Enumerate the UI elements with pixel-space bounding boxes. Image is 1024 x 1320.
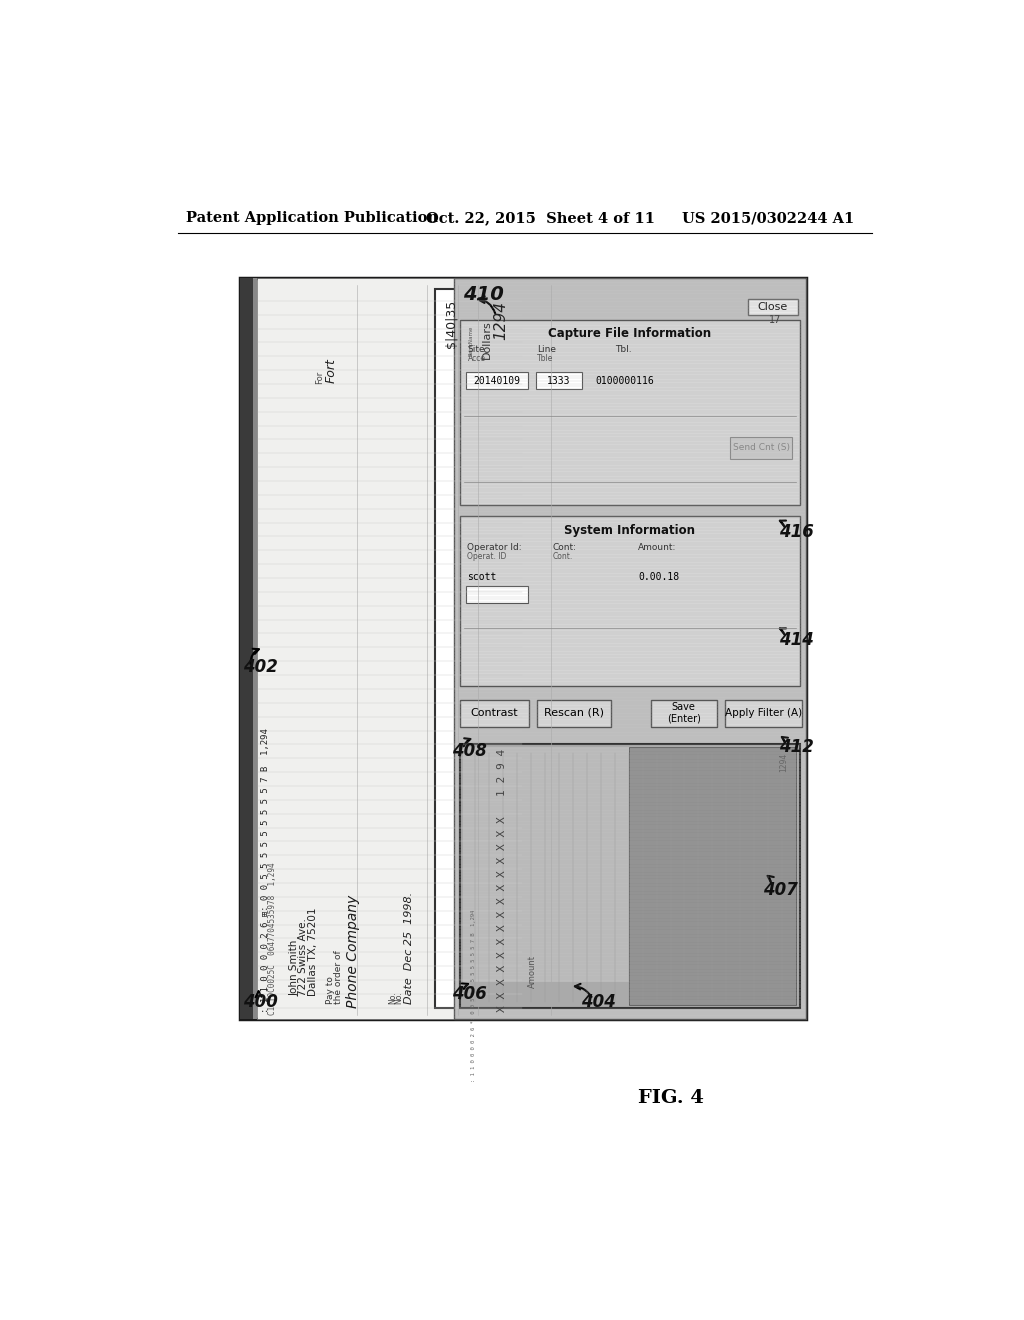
Text: Rescan (R): Rescan (R) (544, 708, 603, 718)
FancyArrowPatch shape (574, 983, 592, 997)
Text: Capture File Information: Capture File Information (548, 327, 711, 341)
Bar (241, 277, 253, 1019)
Text: 404: 404 (582, 993, 616, 1011)
Bar (730, 437, 793, 459)
Text: 17: 17 (769, 315, 781, 325)
Text: For: For (314, 371, 324, 384)
Text: Send Cnt (S): Send Cnt (S) (733, 444, 790, 453)
Bar (725, 700, 802, 726)
Text: No.: No. (388, 991, 397, 1003)
Text: 722 Swiss Ave.: 722 Swiss Ave. (299, 919, 308, 997)
Bar (466, 372, 528, 389)
Bar (463, 747, 797, 1005)
FancyArrowPatch shape (780, 520, 786, 527)
Text: C1 T0C0025C  0647704535978  1,294: C1 T0C0025C 0647704535978 1,294 (268, 863, 278, 1015)
Text: Tbl.: Tbl. (614, 345, 632, 354)
Bar (460, 743, 800, 1007)
Bar (460, 516, 800, 686)
Bar (630, 747, 796, 1005)
Text: 0.00.18: 0.00.18 (638, 572, 679, 582)
Text: 414: 414 (779, 631, 814, 648)
Bar (651, 700, 717, 726)
Bar (536, 372, 583, 389)
Text: Save
(Enter): Save (Enter) (667, 702, 700, 723)
FancyArrowPatch shape (462, 983, 468, 989)
Text: Operator Id:: Operator Id: (467, 543, 522, 552)
Text: 416: 416 (779, 523, 814, 541)
Text: 406: 406 (452, 985, 486, 1003)
Text: Cont:: Cont: (553, 543, 577, 552)
Text: Pay to: Pay to (327, 975, 336, 1003)
FancyArrowPatch shape (478, 296, 496, 314)
Text: Dallas TX, 75201: Dallas TX, 75201 (308, 908, 317, 997)
Text: 402: 402 (243, 657, 278, 676)
FancyArrowPatch shape (768, 876, 774, 883)
Text: Patent Application Publication: Patent Application Publication (186, 211, 438, 226)
Text: Tble: Tble (538, 354, 554, 363)
Text: BankName: BankName (469, 326, 474, 356)
Text: Dollars: Dollars (481, 319, 492, 359)
Text: US 2015/0302244 A1: US 2015/0302244 A1 (682, 211, 854, 226)
Text: Acce: Acce (467, 354, 485, 363)
Text: Apply Filter (A): Apply Filter (A) (725, 708, 802, 718)
Text: 20140109: 20140109 (473, 376, 520, 385)
Bar (257, 277, 523, 1019)
FancyArrowPatch shape (464, 738, 470, 746)
FancyArrowPatch shape (782, 737, 788, 742)
Text: 412: 412 (779, 738, 814, 756)
Text: : 1 1 0 0 0 0 2 6 *: 0 0 5 5 5 5 5 5 5 5 5 7 B  1,294: : 1 1 0 0 0 0 2 6 *: 0 0 5 5 5 5 5 5 5 5… (471, 909, 476, 1082)
Text: 410: 410 (463, 285, 504, 304)
Bar (748, 300, 799, 314)
Text: 407: 407 (764, 880, 799, 899)
Text: Operat. ID: Operat. ID (467, 552, 507, 561)
Text: Oct. 22, 2015  Sheet 4 of 11: Oct. 22, 2015 Sheet 4 of 11 (426, 211, 655, 226)
Text: scott: scott (467, 572, 497, 582)
Text: 400: 400 (243, 993, 278, 1011)
Text: Amount: Amount (528, 956, 537, 989)
Text: Line: Line (538, 345, 556, 354)
Text: John Smith: John Smith (289, 940, 299, 997)
Text: Close: Close (758, 302, 787, 312)
Text: $|40|35: $|40|35 (444, 300, 457, 348)
Text: 1294: 1294 (493, 301, 508, 339)
Text: Site: Site (467, 345, 485, 354)
FancyArrowPatch shape (251, 648, 259, 664)
Bar (538, 700, 611, 726)
Text: 1294: 1294 (779, 754, 788, 772)
Bar (454, 277, 806, 1019)
Text: Phone Company: Phone Company (346, 895, 359, 1007)
Bar (253, 277, 257, 1019)
Bar (466, 586, 528, 603)
Text: Fort: Fort (325, 358, 338, 383)
Text: Cont.: Cont. (553, 552, 573, 561)
Text: FIG. 4: FIG. 4 (638, 1089, 703, 1106)
Bar (463, 982, 797, 1005)
Bar (460, 321, 800, 506)
Bar (241, 277, 806, 1019)
Text: Contrast: Contrast (471, 708, 518, 718)
Bar (460, 700, 529, 726)
Text: 0100000116: 0100000116 (595, 376, 654, 385)
Text: : 1 1 0 0 0 0 2 6 ⊞: 0 0 5 5 5 5 5 5 5 5 5 7 B  1,294: : 1 1 0 0 0 0 2 6 ⊞: 0 0 5 5 5 5 5 5 5 5… (260, 729, 269, 1014)
Bar (435, 289, 474, 1007)
FancyArrowPatch shape (780, 628, 786, 635)
Text: Amount:: Amount: (638, 543, 676, 552)
Text: the order of: the order of (334, 950, 343, 1003)
FancyArrowPatch shape (256, 991, 261, 998)
Text: Date  Dec 25  1998.: Date Dec 25 1998. (403, 892, 414, 1003)
Bar (458, 322, 484, 339)
Text: System Information: System Information (564, 524, 695, 537)
Text: No.: No. (394, 991, 403, 1003)
Text: X X X X X X X X X X X X X X X   1 2 9 4: X X X X X X X X X X X X X X X 1 2 9 4 (497, 748, 507, 1011)
Bar (486, 322, 512, 339)
Text: 408: 408 (452, 742, 486, 760)
Text: 1333: 1333 (547, 376, 570, 385)
